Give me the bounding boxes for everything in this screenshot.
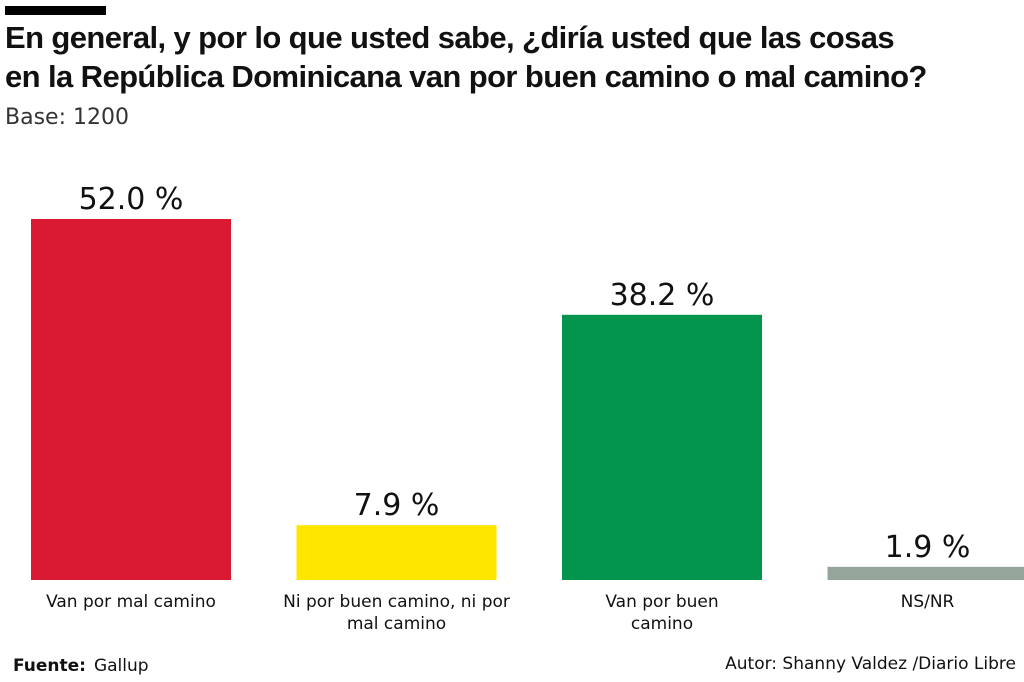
bar-2 <box>296 525 497 580</box>
category-label-2: Ni por buen camino, ni por mal camino <box>283 592 510 634</box>
bar-1 <box>31 219 231 580</box>
bar-chart: 52.0 % Van por mal camino 7.9 % Ni por buen… <box>31 182 1024 634</box>
category-label-1: Van por mal camino <box>46 592 216 612</box>
chart-title-line-1: En general, y por lo que usted sabe, ¿di… <box>5 20 895 55</box>
value-label-1: 52.0 % <box>79 182 184 217</box>
title-accent-bar <box>5 6 106 15</box>
bar-4 <box>827 566 1024 580</box>
value-label-3: 38.2 % <box>610 278 715 313</box>
category-label-4: NS/NR <box>901 592 955 612</box>
source-label: Fuente: <box>13 656 86 676</box>
author-credit: Autor: Shanny Valdez /Diario Libre <box>725 654 1016 674</box>
chart-title: En general, y por lo que usted sabe, ¿di… <box>5 18 1020 96</box>
bar-3 <box>562 314 762 580</box>
source-value: Gallup <box>93 656 149 676</box>
category-label-3: Van por buen camino <box>605 592 718 634</box>
source-line: Fuente: Gallup <box>13 655 149 677</box>
chart-title-line-2: en la República Dominicana van por buen … <box>5 59 927 94</box>
base-label: Base: 1200 <box>5 105 129 130</box>
value-label-4: 1.9 % <box>885 530 971 565</box>
value-label-2: 7.9 % <box>354 488 440 523</box>
